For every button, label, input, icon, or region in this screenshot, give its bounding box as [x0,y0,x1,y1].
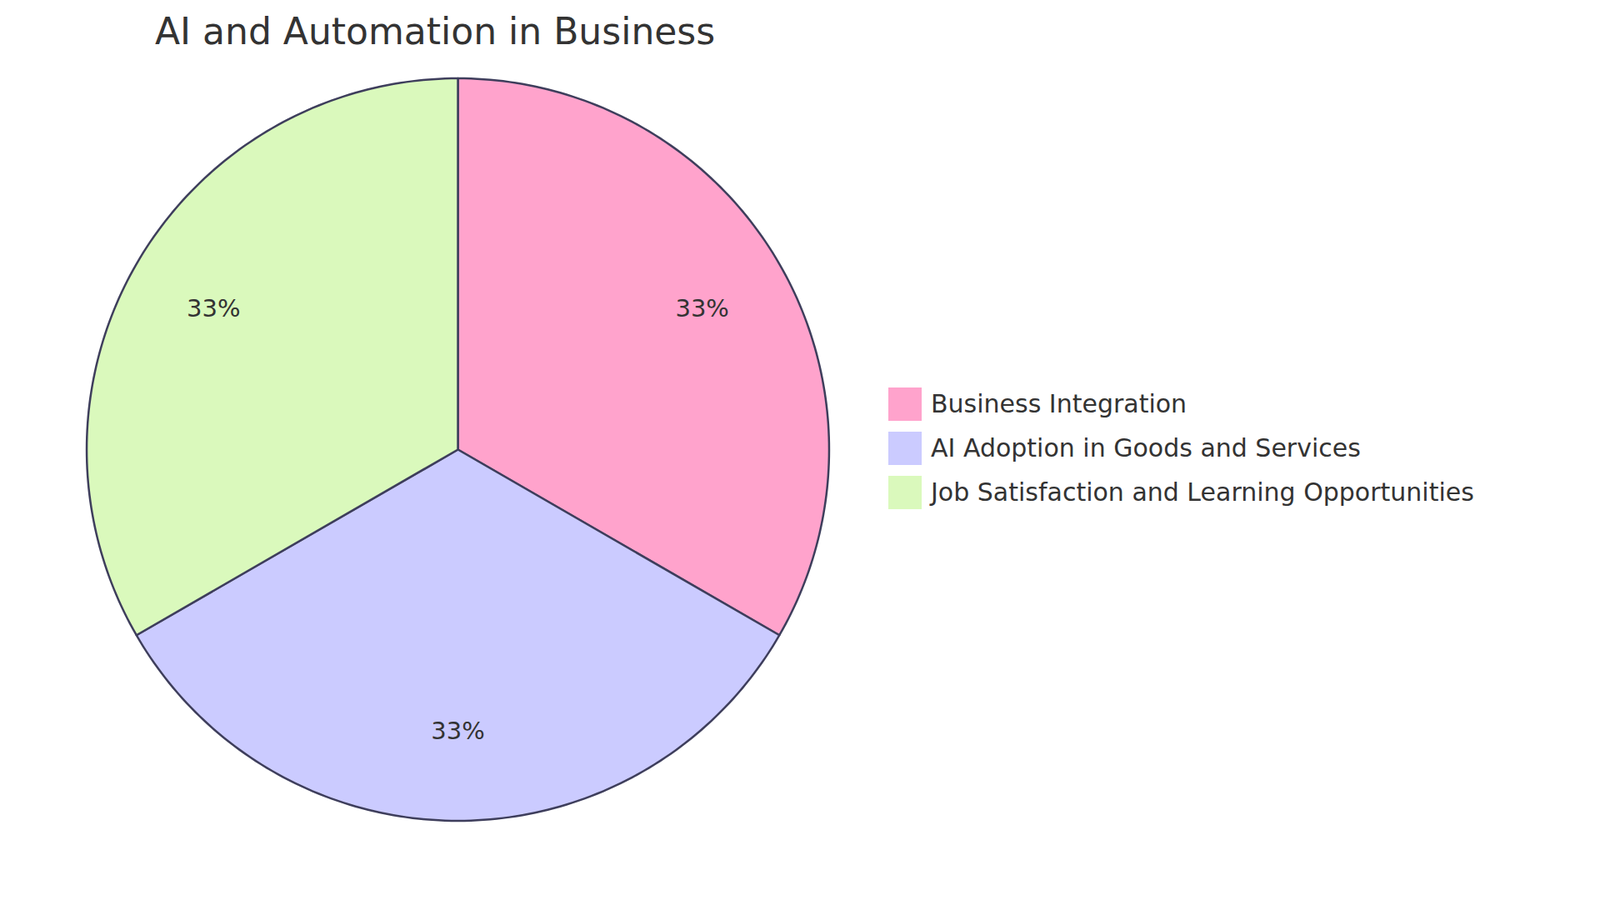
svg-text:33%: 33% [675,294,729,323]
html-text:Business Integration: Business Integration [930,389,1187,419]
html-text:Job Satisfaction and Learning: Job Satisfaction and Learning Opportunit… [930,477,1474,507]
svg-text:33%: 33% [186,294,240,323]
html-text:AI and Automation in Business: AI and Automation in Business [155,10,716,53]
svg-text:33%: 33% [430,716,485,745]
html-text:AI Adoption in Goods and Servi: AI Adoption in Goods and Services [930,433,1361,463]
